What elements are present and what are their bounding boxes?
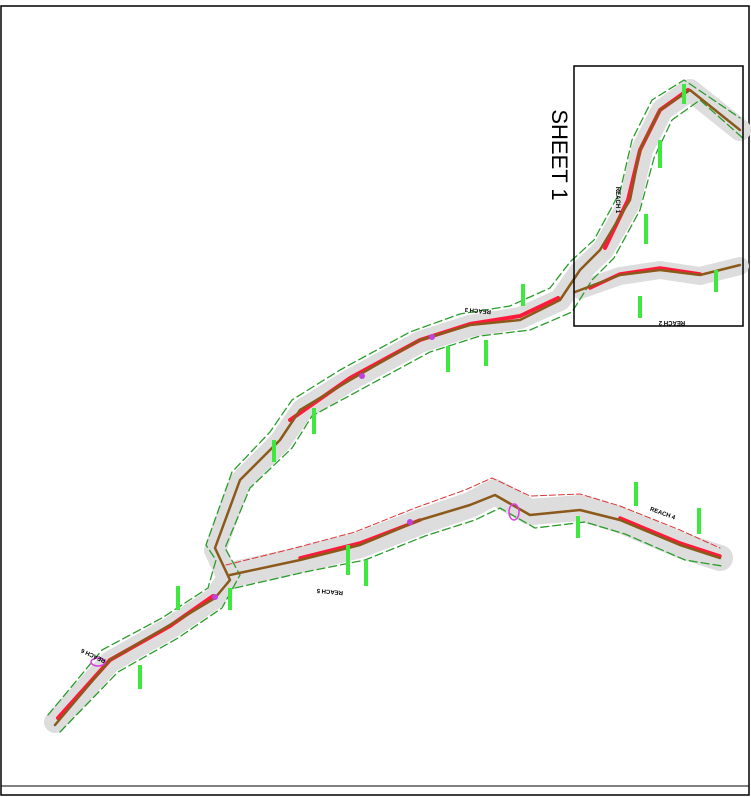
structure bbox=[429, 334, 435, 340]
reach-label: REACH 2 bbox=[658, 319, 685, 325]
reach-label: REACH 1 bbox=[614, 187, 620, 214]
station-marker bbox=[644, 214, 648, 244]
station-marker bbox=[576, 516, 580, 538]
station-marker bbox=[346, 545, 350, 575]
station-marker bbox=[364, 560, 368, 586]
structure bbox=[407, 519, 413, 525]
sheet-label: SHEET 1 bbox=[547, 109, 572, 200]
structure bbox=[212, 594, 218, 600]
station-marker bbox=[312, 408, 316, 434]
station-marker bbox=[634, 482, 638, 506]
station-marker bbox=[682, 84, 686, 104]
station-marker bbox=[658, 140, 662, 168]
station-marker bbox=[228, 588, 232, 610]
station-marker bbox=[638, 296, 642, 318]
map-sheet: SHEET 1 REACH 1 REACH 2 REACH 3 REACH 4 … bbox=[0, 0, 751, 797]
station-marker bbox=[714, 270, 718, 292]
station-marker bbox=[484, 340, 488, 366]
station-marker bbox=[176, 586, 180, 610]
station-marker bbox=[446, 346, 450, 372]
station-marker bbox=[521, 284, 525, 306]
station-marker bbox=[697, 508, 701, 534]
station-marker bbox=[272, 440, 276, 462]
structure bbox=[359, 373, 365, 379]
station-marker bbox=[138, 665, 142, 689]
